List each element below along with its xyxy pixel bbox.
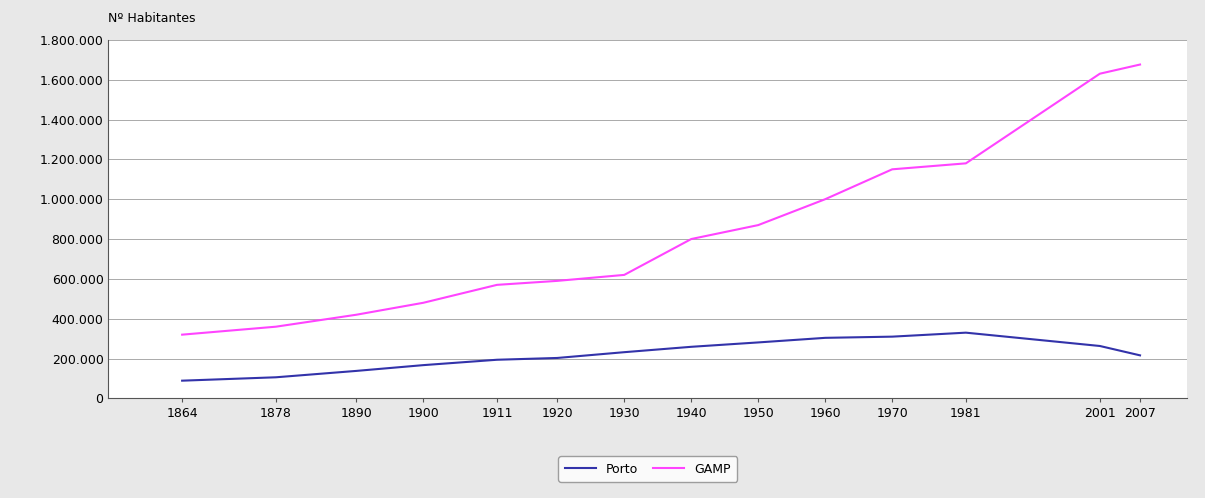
- GAMP: [684, 236, 699, 242]
- Porto: [549, 355, 564, 361]
- Porto: [684, 344, 699, 350]
- GAMP: [549, 278, 564, 284]
- GAMP: [416, 300, 430, 306]
- GAMP: [175, 332, 189, 338]
- Text: Nº Habitantes: Nº Habitantes: [108, 12, 196, 25]
- GAMP: [818, 196, 833, 202]
- Porto: [489, 357, 504, 363]
- Porto: [175, 377, 189, 383]
- Porto: [416, 362, 430, 368]
- Line: Porto: Porto: [182, 333, 1140, 380]
- Porto: [884, 334, 899, 340]
- Porto: [1093, 343, 1107, 349]
- GAMP: [349, 312, 364, 318]
- Porto: [349, 368, 364, 374]
- GAMP: [1133, 62, 1147, 68]
- Line: GAMP: GAMP: [182, 65, 1140, 335]
- Porto: [269, 374, 283, 380]
- GAMP: [617, 272, 631, 278]
- GAMP: [751, 222, 765, 228]
- GAMP: [269, 324, 283, 330]
- Porto: [617, 349, 631, 355]
- Porto: [818, 335, 833, 341]
- GAMP: [884, 166, 899, 172]
- GAMP: [959, 160, 974, 166]
- Porto: [959, 330, 974, 336]
- GAMP: [489, 282, 504, 288]
- Porto: [751, 340, 765, 346]
- Porto: [1133, 353, 1147, 359]
- GAMP: [1093, 71, 1107, 77]
- Legend: Porto, GAMP: Porto, GAMP: [558, 456, 737, 482]
